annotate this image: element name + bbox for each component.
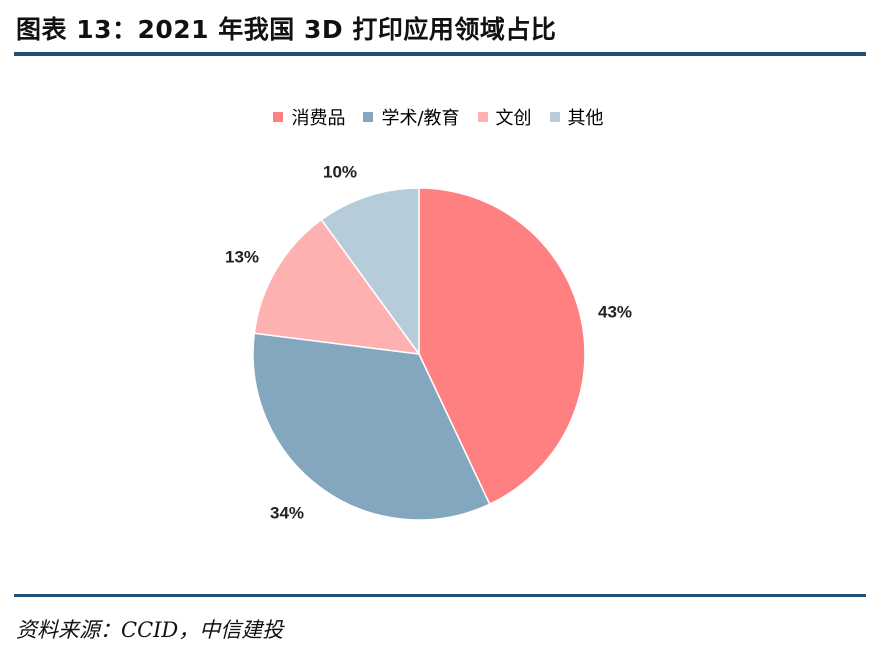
pie-slice — [253, 218, 421, 355]
slice-percent-label: 13% — [225, 247, 259, 266]
legend-swatch — [273, 112, 284, 122]
legend-item: 学术/教育 — [363, 104, 460, 130]
legend-label: 其他 — [567, 108, 604, 129]
pie-slice — [252, 332, 491, 521]
chart-title: 图表 13：2021 年我国 3D 打印应用领域占比 — [16, 15, 557, 44]
legend-label: 文创 — [495, 108, 532, 129]
source-note: 资料来源：CCID，中信建投 — [16, 618, 284, 642]
pie-slice — [418, 187, 586, 506]
legend-swatch — [363, 112, 374, 122]
legend-item: 消费品 — [273, 104, 345, 130]
legend-label: 消费品 — [291, 108, 346, 129]
pie-slice — [320, 187, 420, 357]
bottom-divider — [14, 594, 866, 597]
slice-percent-label: 34% — [270, 503, 304, 522]
slice-percent-label: 43% — [598, 302, 632, 321]
legend-item: 文创 — [477, 104, 532, 130]
slice-percent-label: 10% — [323, 162, 357, 181]
legend-swatch — [477, 112, 488, 122]
legend-item: 其他 — [549, 104, 604, 130]
legend-label: 学术/教育 — [381, 108, 460, 129]
top-divider — [14, 52, 866, 56]
chart-legend: 消费品 学术/教育 文创 其他 — [0, 104, 877, 130]
legend-swatch — [549, 112, 560, 122]
